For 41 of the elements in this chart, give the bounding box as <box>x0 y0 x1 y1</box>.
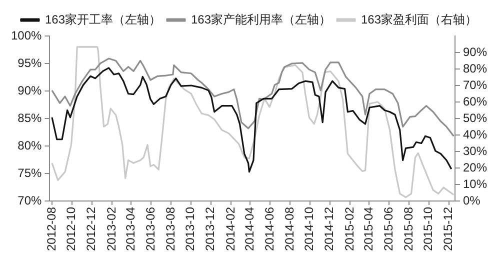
x-tick-label: 2014-12 <box>322 206 336 252</box>
x-tick-label: 2013-02 <box>104 206 118 252</box>
y2-tick-label: 40% <box>462 127 488 142</box>
y2-tick-label: 80% <box>462 61 488 76</box>
x-tick-label: 2015-12 <box>441 206 456 252</box>
y-tick-label: 100% <box>10 28 42 42</box>
y2-tick-label: 20% <box>462 160 488 174</box>
x-tick-label: 2015-10 <box>421 206 436 252</box>
x-tick-label: 2012-10 <box>64 206 78 252</box>
x-tick-label: 2012-12 <box>84 206 98 252</box>
y-tick-label: 85% <box>18 110 42 125</box>
y-tick-label: 80% <box>18 138 42 152</box>
x-tick-label: 2013-08 <box>163 206 178 252</box>
legend-label: 163家盈利面（右轴） <box>361 12 478 26</box>
x-tick-label: 2015-06 <box>381 206 396 252</box>
x-tick-label: 2013-04 <box>124 206 138 252</box>
x-tick-label: 2015-02 <box>342 206 356 252</box>
y2-tick-label: 60% <box>462 94 488 108</box>
y-tick-label: 90% <box>18 83 42 98</box>
x-tick-label: 2013-06 <box>143 206 158 252</box>
x-tick-label: 2014-02 <box>223 206 238 252</box>
y-tick-label: 70% <box>18 193 42 208</box>
y-tick-label: 95% <box>18 56 42 70</box>
x-tick-label: 2014-04 <box>242 206 257 252</box>
y2-tick-label: 30% <box>462 144 488 158</box>
x-tick-label: 2012-08 <box>44 206 58 252</box>
y2-tick-label: 10% <box>462 176 488 191</box>
legend-label: 163家产能利用率（左轴） <box>190 12 332 26</box>
x-tick-label: 2014-08 <box>282 206 296 252</box>
x-tick-label: 2015-08 <box>401 206 416 252</box>
y2-tick-label: 90% <box>462 44 488 59</box>
y-tick-label: 75% <box>18 166 42 180</box>
x-tick-label: 2015-04 <box>362 206 376 252</box>
x-tick-label: 2014-06 <box>262 206 276 252</box>
x-tick-label: 2013-12 <box>203 206 218 252</box>
y2-tick-label: 70% <box>462 78 488 92</box>
x-tick-label: 2013-10 <box>183 206 198 252</box>
x-tick-label: 2014-10 <box>302 206 316 252</box>
y2-tick-label: 50% <box>462 110 488 125</box>
legend-label: 163家开工率（左轴） <box>44 12 161 26</box>
y2-tick-label: 0% <box>462 193 481 208</box>
